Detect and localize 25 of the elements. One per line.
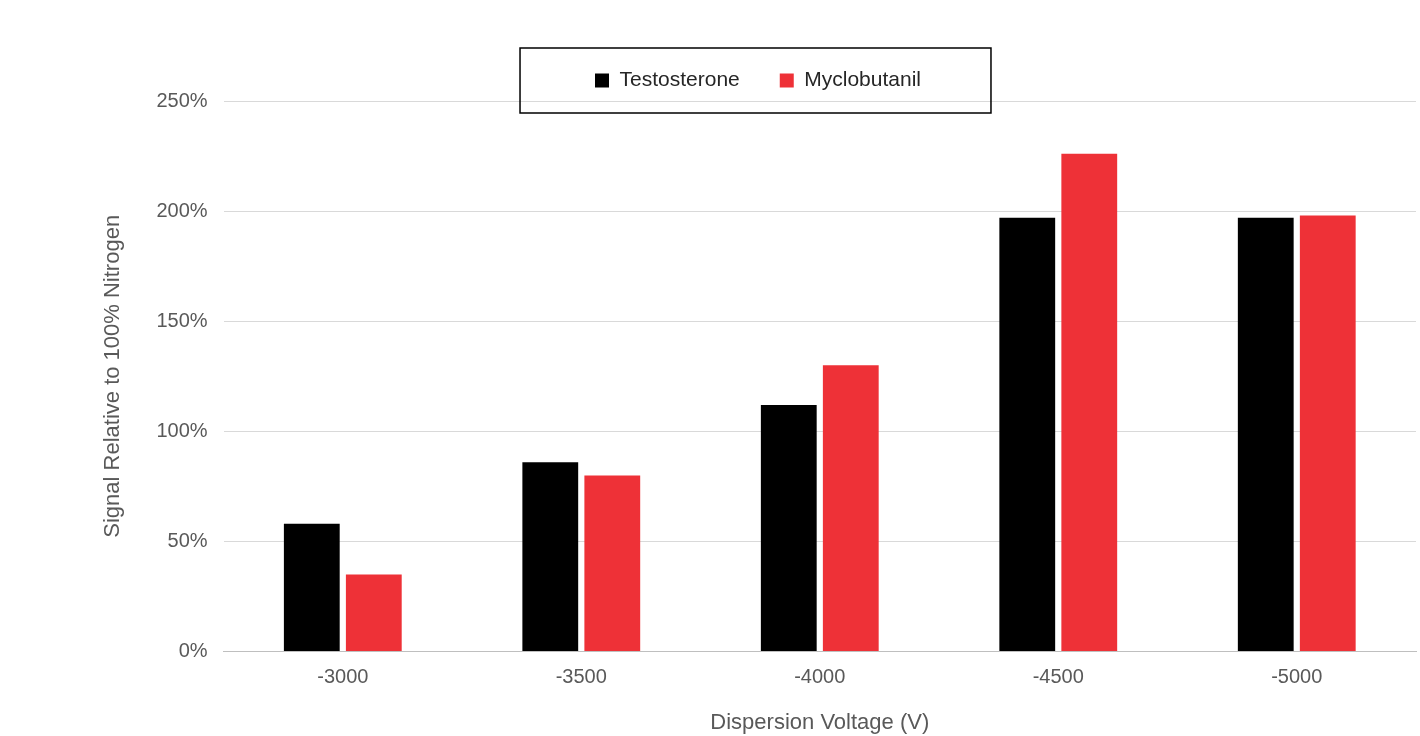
x-tick-label: -4500 [1032,665,1084,688]
y-axis-title: Signal Relative to 100% Nitrogen [99,214,125,538]
y-tick-label: 250% [156,88,208,111]
bar [999,217,1056,652]
bar [522,462,579,652]
x-tick-label: -3500 [555,665,607,688]
bar [584,475,641,652]
bar [1237,217,1294,652]
x-tick-label: -5000 [1271,665,1323,688]
y-tick-label: 50% [167,529,208,551]
x-tick-label: -4000 [794,665,846,688]
legend-label: Testosterone [619,67,740,91]
x-tick-label: -3000 [317,665,369,688]
bar [822,365,879,652]
legend-label: Myclobutanil [804,67,921,91]
y-tick-label: 100% [156,418,208,441]
bar [1299,215,1356,652]
bar [283,523,340,652]
y-tick-label: 150% [156,308,208,331]
x-axis-title: Dispersion Voltage (V) [710,708,930,734]
bar [1061,153,1118,652]
bar [760,404,817,652]
y-tick-label: 200% [156,198,208,221]
y-tick-label: 0% [178,639,208,662]
bar [345,574,402,652]
